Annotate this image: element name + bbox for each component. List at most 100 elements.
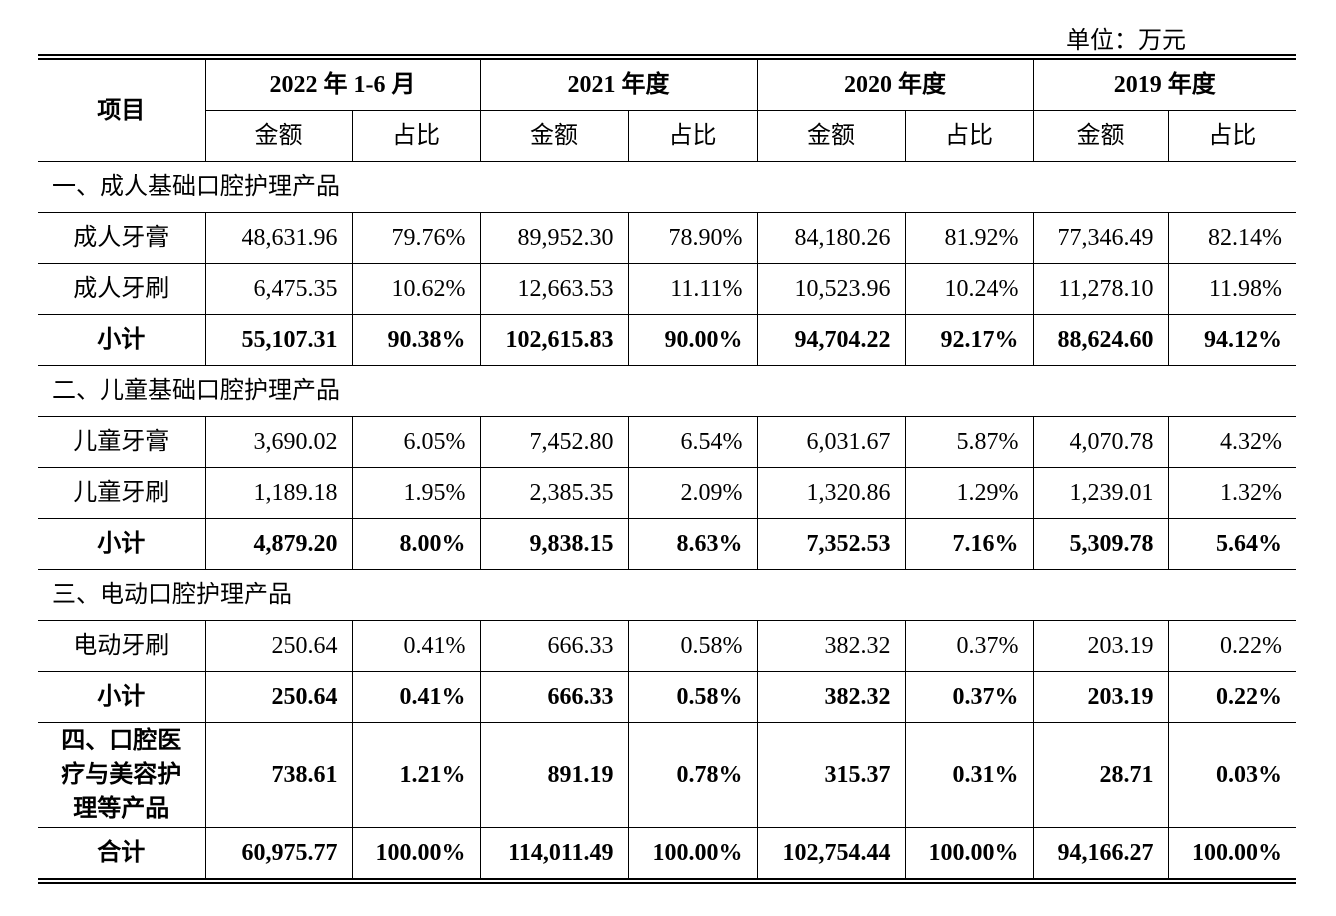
data-row: 小计 250.64 0.41% 666.33 0.58% 382.32 0.37% 203.1…: [38, 671, 1296, 723]
data-row: 儿童牙刷 1,189.18 1.95% 2,385.35 2.09% 1,320.86 1.…: [38, 467, 1296, 519]
cell: 88,624.60: [1032, 314, 1169, 366]
cell: 6,475.35: [204, 263, 353, 315]
header-period: 2021 年度: [479, 54, 758, 111]
header-item: 项目: [38, 54, 206, 162]
row-label: 儿童牙刷: [38, 467, 206, 519]
cell: 382.32: [756, 620, 906, 672]
data-row: 成人牙膏 48,631.96 79.76% 89,952.30 78.90% 84,180…: [38, 212, 1296, 264]
cell: 81.92%: [904, 212, 1034, 264]
cell: 0.58%: [627, 671, 758, 723]
cell: 4,879.20: [204, 518, 353, 570]
cell: 10.62%: [351, 263, 481, 315]
cell: 100.00%: [904, 827, 1034, 884]
subheader: 金额: [756, 110, 906, 162]
data-row: 儿童牙膏 3,690.02 6.05% 7,452.80 6.54% 6,031.67 5.…: [38, 416, 1296, 468]
cell: 11.98%: [1167, 263, 1296, 315]
cell: 891.19: [479, 722, 629, 828]
row-label: 成人牙刷: [38, 263, 206, 315]
unit-note: 单位：万元: [1066, 28, 1186, 54]
cell: 250.64: [204, 620, 353, 672]
cell: 11.11%: [627, 263, 758, 315]
cell: 9,838.15: [479, 518, 629, 570]
cell: 315.37: [756, 722, 906, 828]
subheader: 金额: [205, 110, 353, 162]
row-label: 合计: [38, 827, 206, 884]
cell: 1.29%: [904, 467, 1034, 519]
data-row: 小计 55,107.31 90.38% 102,615.83 90.00% 94,704.…: [38, 314, 1296, 366]
cell: 0.41%: [351, 620, 481, 672]
row-label: 小计: [38, 518, 206, 570]
cell: 0.37%: [904, 620, 1034, 672]
cell: 203.19: [1032, 671, 1169, 723]
cell: 89,952.30: [479, 212, 629, 264]
section-label: 三、电动口腔护理产品: [38, 569, 1296, 621]
section-row: 三、电动口腔护理产品: [38, 569, 1296, 621]
cell: 7,452.80: [479, 416, 629, 468]
cell: 2,385.35: [479, 467, 629, 519]
cell: 77,346.49: [1032, 212, 1169, 264]
cell: 60,975.77: [204, 827, 353, 884]
cell: 79.76%: [351, 212, 481, 264]
data-row: 四、口腔医疗与美容护理等产品 738.61 1.21% 891.19 0.78% 315.…: [38, 722, 1296, 828]
cell: 6.54%: [627, 416, 758, 468]
cell: 6.05%: [351, 416, 481, 468]
subheader: 占比: [904, 110, 1034, 162]
cell: 10.24%: [904, 263, 1034, 315]
cell: 0.37%: [904, 671, 1034, 723]
cell: 5,309.78: [1032, 518, 1169, 570]
cell: 11,278.10: [1032, 263, 1169, 315]
subheader: 占比: [1167, 110, 1296, 162]
cell: 250.64: [204, 671, 353, 723]
cell: 100.00%: [1167, 827, 1296, 884]
row-label: 四、口腔医疗与美容护理等产品: [38, 722, 206, 828]
section-label: 一、成人基础口腔护理产品: [38, 161, 1296, 213]
subheader: 金额: [479, 110, 629, 162]
subheader: 占比: [351, 110, 481, 162]
data-row: 小计 4,879.20 8.00% 9,838.15 8.63% 7,352.53 7.16…: [38, 518, 1296, 570]
section-row: 二、儿童基础口腔护理产品: [38, 365, 1296, 417]
cell: 55,107.31: [204, 314, 353, 366]
cell: 7,352.53: [756, 518, 906, 570]
cell: 1,239.01: [1032, 467, 1169, 519]
cell: 78.90%: [627, 212, 758, 264]
cell: 82.14%: [1167, 212, 1296, 264]
cell: 100.00%: [351, 827, 481, 884]
section-row: 一、成人基础口腔护理产品: [38, 161, 1296, 213]
cell: 100.00%: [627, 827, 758, 884]
cell: 94,704.22: [756, 314, 906, 366]
cell: 92.17%: [904, 314, 1034, 366]
cell: 1,189.18: [204, 467, 353, 519]
cell: 8.63%: [627, 518, 758, 570]
header-period: 2020 年度: [756, 54, 1034, 111]
row-label: 儿童牙膏: [38, 416, 206, 468]
cell: 1.32%: [1167, 467, 1296, 519]
cell: 738.61: [204, 722, 353, 828]
cell: 12,663.53: [479, 263, 629, 315]
cell: 114,011.49: [479, 827, 629, 884]
cell: 5.64%: [1167, 518, 1296, 570]
row-label: 电动牙刷: [38, 620, 206, 672]
cell: 28.71: [1032, 722, 1169, 828]
data-row: 电动牙刷 250.64 0.41% 666.33 0.58% 382.32 0.37% 203…: [38, 620, 1296, 672]
cell: 203.19: [1032, 620, 1169, 672]
cell: 666.33: [479, 671, 629, 723]
header-period: 2022 年 1-6 月: [204, 54, 481, 111]
cell: 5.87%: [904, 416, 1034, 468]
cell: 48,631.96: [204, 212, 353, 264]
cell: 6,031.67: [756, 416, 906, 468]
cell: 4,070.78: [1032, 416, 1169, 468]
cell: 382.32: [756, 671, 906, 723]
cell: 102,615.83: [479, 314, 629, 366]
cell: 8.00%: [351, 518, 481, 570]
cell: 90.38%: [351, 314, 481, 366]
subheader: 占比: [627, 110, 758, 162]
cell: 2.09%: [627, 467, 758, 519]
row-label: 小计: [38, 314, 206, 366]
subheader-row: 金额 占比 金额 占比 金额 占比 金额 占比: [38, 110, 1296, 162]
cell: 102,754.44: [756, 827, 906, 884]
table-body: 项目 2022 年 1-6 月 2021 年度 2020 年度 2019 年度 金额 占比金…: [38, 54, 1296, 884]
cell: 0.78%: [627, 722, 758, 828]
header-row: 项目 2022 年 1-6 月 2021 年度 2020 年度 2019 年度: [38, 54, 1296, 162]
data-table: 项目 2022 年 1-6 月 2021 年度 2020 年度 2019 年度 金额 占比金…: [38, 54, 1296, 884]
